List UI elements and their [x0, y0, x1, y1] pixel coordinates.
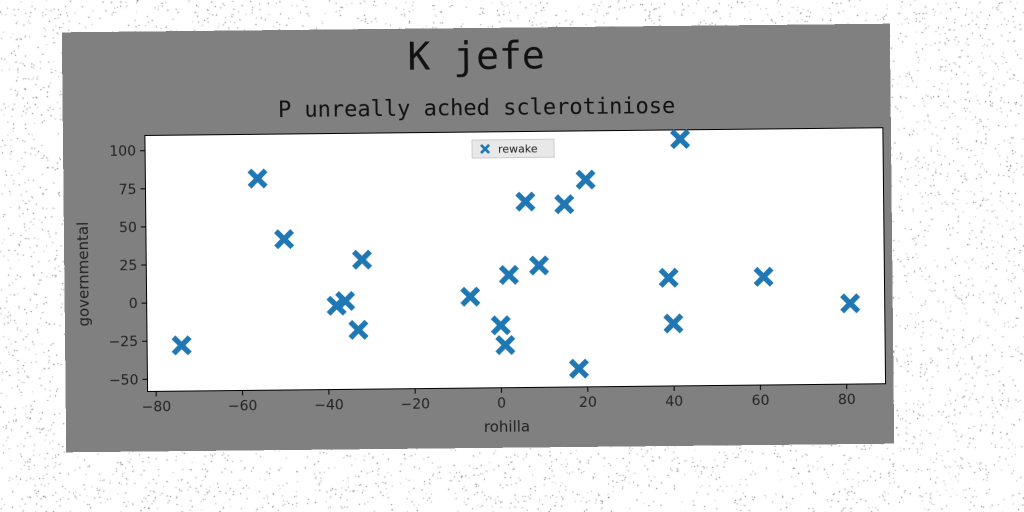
x-axis-ticks: −80 −60 −40 −20 0 20 40 60 80: [142, 384, 856, 416]
data-point-x-marker: [663, 313, 684, 334]
data-point-x-marker: [658, 267, 679, 288]
data-point-x-marker: [351, 249, 373, 270]
y-tick-label: 50: [119, 220, 137, 236]
data-point-x-marker: [575, 169, 596, 190]
data-point-x-marker: [528, 255, 550, 276]
y-tick-label: 25: [119, 258, 137, 274]
x-tick-label: 40: [665, 394, 683, 410]
data-points: [171, 128, 861, 379]
data-point-x-marker: [247, 168, 268, 189]
data-point-x-marker: [460, 286, 481, 307]
x-tick-label: 60: [752, 393, 770, 409]
data-point-x-marker: [171, 335, 192, 356]
data-point-x-marker: [840, 293, 861, 314]
y-tick-label: −50: [109, 372, 139, 388]
scatter-plot: −80 −60 −40 −20 0 20 40 60 80 −50 −25 0 25 50 75 100 r…: [74, 127, 887, 436]
data-point-x-marker: [495, 334, 516, 356]
x-tick-label: 0: [497, 396, 506, 412]
y-tick-label: −25: [108, 334, 138, 350]
y-tick-label: 100: [109, 144, 136, 160]
y-axis-label: governmental: [74, 222, 93, 327]
data-point-x-marker: [490, 315, 511, 336]
plot-area: [144, 127, 887, 392]
x-tick-label: −40: [314, 397, 344, 413]
legend-box: [471, 138, 555, 159]
x-tick-label: −80: [142, 399, 172, 415]
data-point-x-marker: [670, 128, 691, 150]
x-axis-label: rohilla: [484, 417, 530, 435]
legend-marker-icon: [480, 143, 491, 154]
figure: K jefe P unreally ached sclerotiniose −8…: [61, 23, 895, 453]
data-point-x-marker: [348, 319, 369, 340]
legend-label: rewake: [498, 142, 538, 155]
data-point-x-marker: [498, 264, 519, 285]
y-axis-ticks: −50 −25 0 25 50 75 100: [108, 144, 148, 389]
x-tick-label: 80: [838, 392, 856, 408]
data-point-x-marker: [515, 191, 536, 212]
x-tick-label: −20: [400, 397, 430, 413]
data-point-x-marker: [335, 290, 356, 312]
data-point-x-marker: [753, 266, 774, 287]
legend: rewake: [471, 138, 555, 159]
data-point-x-marker: [568, 358, 590, 379]
y-tick-label: 75: [119, 182, 137, 198]
x-tick-label: 20: [579, 395, 597, 411]
data-point-x-marker: [554, 194, 575, 215]
data-point-x-marker: [274, 229, 295, 250]
y-tick-label: 0: [129, 296, 138, 312]
x-tick-label: −60: [228, 398, 258, 414]
